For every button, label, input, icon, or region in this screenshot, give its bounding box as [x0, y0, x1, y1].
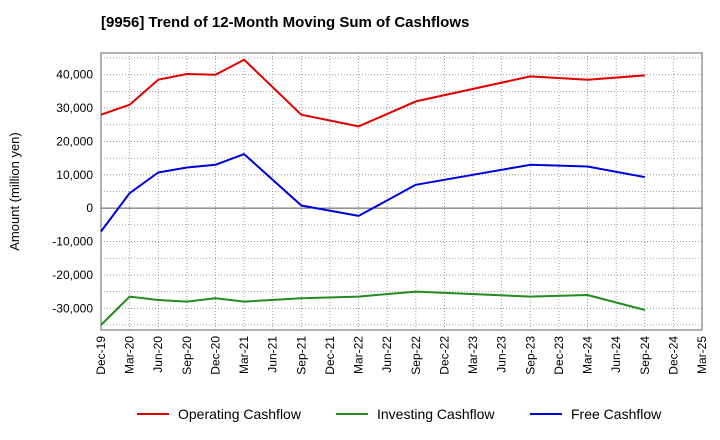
plot-area: [100, 52, 703, 331]
y-tick-label: -10,000: [52, 235, 93, 249]
legend-label: Investing Cashflow: [377, 406, 495, 422]
x-tick-label: Dec-24: [666, 336, 680, 375]
series-line-free-cashflow: [100, 153, 645, 233]
x-tick-label: Sep-21: [294, 336, 308, 375]
legend-label: Free Cashflow: [571, 406, 662, 422]
x-tick-label: Mar-23: [466, 336, 480, 374]
x-tick-label: Jun-22: [380, 336, 394, 373]
x-tick-label: Mar-20: [123, 336, 137, 374]
x-tick-label: Dec-20: [208, 336, 222, 375]
x-tick-label: Dec-22: [437, 336, 451, 375]
y-axis-title: Amount (million yen): [7, 132, 22, 251]
y-tick-label: 10,000: [56, 168, 93, 182]
series-line-investing-cashflow: [100, 290, 646, 326]
legend: Operating Cashflow Investing Cashflow Free…: [137, 406, 662, 422]
x-tick-label: Dec-23: [552, 336, 566, 375]
x-tick-label: Sep-20: [180, 336, 194, 375]
series-lines: [100, 58, 646, 326]
legend-label: Operating Cashflow: [178, 406, 302, 422]
chart-title: [9956] Trend of 12-Month Moving Sum of C…: [101, 14, 470, 31]
y-tick-label: -30,000: [52, 301, 93, 315]
x-tick-label: Mar-25: [695, 336, 709, 374]
y-tick-label: 30,000: [56, 101, 93, 115]
x-tick-label: Mar-22: [352, 336, 366, 374]
x-tick-label: Jun-20: [151, 336, 165, 373]
x-tick-label: Jun-23: [495, 336, 509, 373]
x-tick-label: Sep-24: [638, 336, 652, 375]
x-tick-label: Dec-21: [323, 336, 337, 375]
x-tick-label: Sep-23: [523, 336, 537, 375]
x-tick-label: Mar-21: [237, 336, 251, 374]
x-tick-label: Jun-21: [266, 336, 280, 373]
x-tick-label: Sep-22: [409, 336, 423, 375]
y-tick-label: -20,000: [52, 268, 93, 282]
series-line-operating-cashflow: [100, 58, 645, 128]
x-axis-ticks: Dec-19 Mar-20 Jun-20 Sep-20 Dec-20 Mar-21 Jun-…: [94, 336, 709, 375]
y-tick-label: 20,000: [56, 134, 93, 148]
y-axis-ticks: 40,000 30,000 20,000 10,000 0 -10,000 -20,000 -…: [52, 68, 93, 316]
x-tick-label: Dec-19: [94, 336, 108, 375]
y-tick-label: 40,000: [56, 68, 93, 82]
x-tick-label: Mar-24: [581, 336, 595, 374]
y-tick-label: 0: [86, 201, 93, 215]
x-tick-label: Jun-24: [609, 336, 623, 373]
